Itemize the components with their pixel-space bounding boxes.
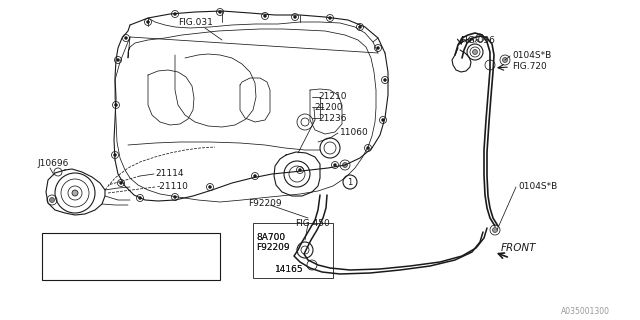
Text: 1: 1 xyxy=(348,178,353,187)
Circle shape xyxy=(298,169,301,172)
Text: A035001300: A035001300 xyxy=(561,308,610,316)
Circle shape xyxy=(383,78,387,82)
Circle shape xyxy=(333,164,337,166)
Text: F92209: F92209 xyxy=(256,244,290,252)
Text: 21210: 21210 xyxy=(318,92,346,100)
Text: FIG.036: FIG.036 xyxy=(460,36,495,44)
Circle shape xyxy=(147,20,150,23)
Text: J20604 ('15MY1409-): J20604 ('15MY1409-) xyxy=(68,240,151,249)
Circle shape xyxy=(125,36,127,39)
Text: J10696: J10696 xyxy=(37,158,68,167)
Text: F92209: F92209 xyxy=(256,244,290,252)
Text: 8A700: 8A700 xyxy=(256,233,285,242)
Text: 14165: 14165 xyxy=(275,266,303,275)
Circle shape xyxy=(72,190,78,196)
Text: -21110: -21110 xyxy=(157,181,189,190)
Text: F92209: F92209 xyxy=(248,199,282,209)
Circle shape xyxy=(502,58,508,62)
Text: FRONT: FRONT xyxy=(501,243,536,253)
Text: 21114: 21114 xyxy=(155,169,184,178)
Text: 21200: 21200 xyxy=(314,102,342,111)
Text: 11060: 11060 xyxy=(340,127,369,137)
Circle shape xyxy=(120,181,122,185)
Circle shape xyxy=(376,46,380,50)
Circle shape xyxy=(49,197,54,203)
Circle shape xyxy=(173,196,177,198)
Circle shape xyxy=(328,17,332,20)
Text: 21236: 21236 xyxy=(318,114,346,123)
Circle shape xyxy=(116,59,120,61)
Circle shape xyxy=(113,154,116,156)
Text: FIG.450: FIG.450 xyxy=(295,219,330,228)
Circle shape xyxy=(218,11,221,13)
Circle shape xyxy=(367,147,369,149)
Circle shape xyxy=(115,103,118,107)
Circle shape xyxy=(294,15,296,19)
Circle shape xyxy=(173,12,177,15)
Text: 0104S*B: 0104S*B xyxy=(518,181,557,190)
Text: FIG.720: FIG.720 xyxy=(512,61,547,70)
Circle shape xyxy=(253,174,257,178)
Text: 0104S*A (-'15MY1409): 0104S*A (-'15MY1409) xyxy=(68,264,158,273)
Circle shape xyxy=(342,163,348,167)
Circle shape xyxy=(264,14,266,18)
Circle shape xyxy=(358,26,362,28)
Circle shape xyxy=(138,196,141,199)
Circle shape xyxy=(493,228,497,233)
Text: FIG.031: FIG.031 xyxy=(178,18,213,27)
Bar xyxy=(42,233,220,280)
Circle shape xyxy=(381,118,385,122)
Circle shape xyxy=(472,50,477,54)
Circle shape xyxy=(209,186,211,188)
Bar xyxy=(253,223,333,278)
Text: 1: 1 xyxy=(51,264,56,273)
Text: 0104S*B: 0104S*B xyxy=(512,51,551,60)
Text: 14165: 14165 xyxy=(275,266,303,275)
Text: 8A700: 8A700 xyxy=(256,233,285,242)
